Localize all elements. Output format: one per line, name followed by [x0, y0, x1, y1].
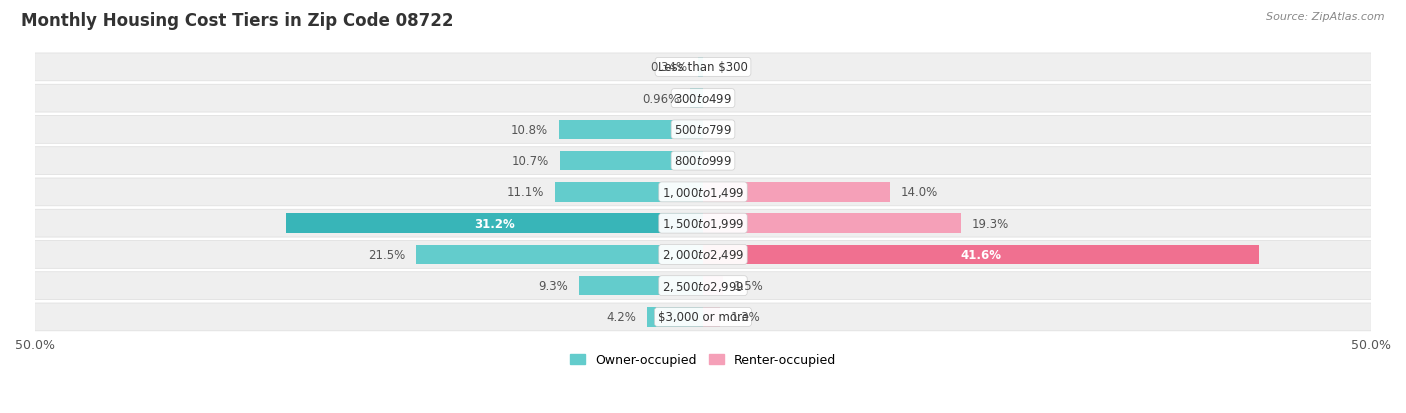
Text: $500 to $799: $500 to $799 [673, 123, 733, 137]
Bar [647, 308, 703, 327]
Bar [287, 214, 703, 233]
Text: 4.2%: 4.2% [606, 311, 636, 324]
Text: 41.6%: 41.6% [960, 248, 1001, 261]
Text: 19.3%: 19.3% [972, 217, 1008, 230]
Bar [560, 152, 703, 171]
Text: Less than $300: Less than $300 [658, 61, 748, 74]
Bar [703, 276, 723, 296]
FancyBboxPatch shape [35, 303, 1371, 331]
FancyBboxPatch shape [35, 54, 1371, 82]
FancyBboxPatch shape [35, 178, 1371, 206]
Bar [558, 121, 703, 140]
FancyBboxPatch shape [35, 116, 1371, 144]
Text: 10.8%: 10.8% [510, 123, 548, 137]
Text: 11.1%: 11.1% [506, 186, 544, 199]
Text: $800 to $999: $800 to $999 [673, 155, 733, 168]
Text: $2,000 to $2,499: $2,000 to $2,499 [662, 248, 744, 262]
Bar [690, 89, 703, 109]
Text: $1,500 to $1,999: $1,500 to $1,999 [662, 217, 744, 230]
Bar [703, 214, 960, 233]
Text: 0.34%: 0.34% [651, 61, 688, 74]
FancyBboxPatch shape [35, 85, 1371, 113]
Bar [555, 183, 703, 202]
Text: $300 to $499: $300 to $499 [673, 93, 733, 105]
Text: 0.96%: 0.96% [643, 93, 679, 105]
Text: $3,000 or more: $3,000 or more [658, 311, 748, 324]
Text: 1.5%: 1.5% [734, 280, 763, 292]
Bar [703, 308, 720, 327]
FancyBboxPatch shape [35, 241, 1371, 269]
Bar [703, 245, 1258, 264]
Text: 1.3%: 1.3% [731, 311, 761, 324]
Text: $2,500 to $2,999: $2,500 to $2,999 [662, 279, 744, 293]
FancyBboxPatch shape [35, 210, 1371, 237]
Bar [703, 183, 890, 202]
Text: 21.5%: 21.5% [368, 248, 405, 261]
Text: 9.3%: 9.3% [538, 280, 568, 292]
Legend: Owner-occupied, Renter-occupied: Owner-occupied, Renter-occupied [565, 349, 841, 371]
Bar [699, 58, 703, 77]
FancyBboxPatch shape [35, 272, 1371, 300]
Bar [416, 245, 703, 264]
Bar [579, 276, 703, 296]
Text: $1,000 to $1,499: $1,000 to $1,499 [662, 185, 744, 199]
Text: Monthly Housing Cost Tiers in Zip Code 08722: Monthly Housing Cost Tiers in Zip Code 0… [21, 12, 454, 30]
Text: 14.0%: 14.0% [901, 186, 938, 199]
FancyBboxPatch shape [35, 147, 1371, 175]
Text: 10.7%: 10.7% [512, 155, 550, 168]
Text: Source: ZipAtlas.com: Source: ZipAtlas.com [1267, 12, 1385, 22]
Text: 31.2%: 31.2% [474, 217, 515, 230]
